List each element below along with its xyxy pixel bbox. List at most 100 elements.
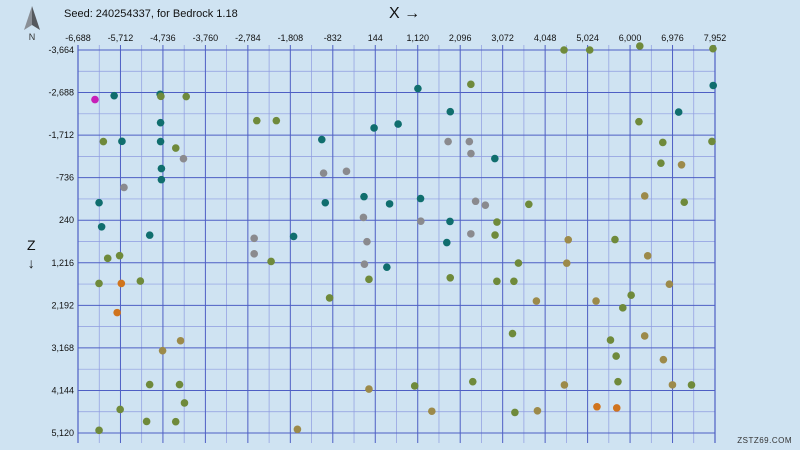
structure-marker-teal[interactable] xyxy=(383,263,391,271)
structure-marker-teal[interactable] xyxy=(370,124,378,132)
structure-marker-teal[interactable] xyxy=(385,200,394,208)
structure-marker-olive[interactable] xyxy=(708,137,716,146)
structure-marker-tan[interactable] xyxy=(562,259,571,267)
structure-marker-olive[interactable] xyxy=(611,235,619,244)
structure-marker-olive[interactable] xyxy=(142,417,151,426)
structure-marker-olive[interactable] xyxy=(145,380,154,389)
structure-marker-olive[interactable] xyxy=(627,291,635,300)
structure-marker-olive[interactable] xyxy=(115,251,124,260)
structure-marker-gray[interactable] xyxy=(471,197,480,206)
structure-marker-olive[interactable] xyxy=(180,399,189,407)
structure-marker-olive[interactable] xyxy=(657,159,665,167)
structure-marker-teal[interactable] xyxy=(156,137,165,146)
structure-marker-teal[interactable] xyxy=(110,91,118,100)
structure-marker-teal[interactable] xyxy=(317,135,326,144)
structure-marker-olive[interactable] xyxy=(606,336,615,344)
structure-marker-gray[interactable] xyxy=(467,230,475,238)
structure-marker-teal[interactable] xyxy=(491,154,499,163)
structure-marker-gray[interactable] xyxy=(342,167,351,176)
structure-marker-tan[interactable] xyxy=(564,235,573,244)
structure-marker-tan[interactable] xyxy=(293,425,302,434)
structure-marker-tan[interactable] xyxy=(643,252,652,260)
structure-marker-olive[interactable] xyxy=(511,408,519,417)
structure-marker-tan[interactable] xyxy=(592,297,600,305)
structure-marker-orange[interactable] xyxy=(593,402,601,411)
structure-marker-gray[interactable] xyxy=(481,201,490,209)
structure-marker-olive[interactable] xyxy=(272,116,281,125)
structure-marker-gray[interactable] xyxy=(467,149,475,158)
structure-marker-olive[interactable] xyxy=(680,198,689,206)
structure-marker-orange[interactable] xyxy=(113,308,121,317)
structure-marker-olive[interactable] xyxy=(514,259,523,267)
structure-marker-tan[interactable] xyxy=(158,346,167,355)
structure-marker-teal[interactable] xyxy=(414,84,422,93)
structure-marker-magenta[interactable] xyxy=(91,95,99,104)
structure-marker-orange[interactable] xyxy=(612,404,621,412)
structure-marker-gray[interactable] xyxy=(179,154,188,163)
structure-marker-teal[interactable] xyxy=(157,164,166,173)
structure-marker-olive[interactable] xyxy=(116,405,124,414)
structure-marker-gray[interactable] xyxy=(319,169,328,177)
structure-marker-gray[interactable] xyxy=(417,217,425,226)
structure-marker-gray[interactable] xyxy=(360,260,369,268)
structure-marker-olive[interactable] xyxy=(95,426,103,435)
structure-marker-olive[interactable] xyxy=(267,257,275,266)
structure-marker-olive[interactable] xyxy=(182,92,191,101)
structure-marker-olive[interactable] xyxy=(635,117,643,126)
structure-marker-olive[interactable] xyxy=(687,381,696,389)
structure-marker-olive[interactable] xyxy=(103,254,112,263)
structure-marker-olive[interactable] xyxy=(491,231,499,239)
structure-marker-tan[interactable] xyxy=(665,280,674,289)
structure-marker-gray[interactable] xyxy=(359,213,368,222)
structure-marker-tan[interactable] xyxy=(560,381,569,389)
structure-marker-teal[interactable] xyxy=(709,81,718,90)
structure-marker-teal[interactable] xyxy=(321,198,330,207)
structure-marker-olive[interactable] xyxy=(171,417,180,426)
structure-marker-teal[interactable] xyxy=(95,198,103,207)
structure-marker-teal[interactable] xyxy=(97,222,106,231)
structure-marker-olive[interactable] xyxy=(468,377,477,386)
structure-marker-olive[interactable] xyxy=(585,46,594,54)
structure-marker-gray[interactable] xyxy=(363,237,371,246)
structure-marker-tan[interactable] xyxy=(176,336,185,345)
structure-marker-olive[interactable] xyxy=(510,277,518,286)
structure-marker-olive[interactable] xyxy=(493,218,501,226)
structure-marker-olive[interactable] xyxy=(157,92,165,101)
structure-marker-olive[interactable] xyxy=(252,116,261,125)
structure-marker-tan[interactable] xyxy=(640,192,649,200)
structure-marker-teal[interactable] xyxy=(446,217,454,226)
structure-marker-gray[interactable] xyxy=(444,137,452,146)
structure-marker-olive[interactable] xyxy=(619,304,627,312)
structure-marker-olive[interactable] xyxy=(614,377,622,386)
structure-marker-tan[interactable] xyxy=(677,161,686,169)
structure-marker-teal[interactable] xyxy=(157,175,166,184)
structure-marker-teal[interactable] xyxy=(360,192,368,201)
structure-marker-teal[interactable] xyxy=(442,238,451,247)
structure-marker-teal[interactable] xyxy=(156,118,165,127)
structure-marker-olive[interactable] xyxy=(175,380,184,389)
structure-marker-olive[interactable] xyxy=(410,382,419,390)
structure-marker-tan[interactable] xyxy=(668,381,677,389)
structure-marker-olive[interactable] xyxy=(658,138,667,147)
structure-marker-olive[interactable] xyxy=(709,44,717,53)
structure-marker-olive[interactable] xyxy=(171,144,180,152)
structure-marker-gray[interactable] xyxy=(465,137,474,146)
structure-marker-olive[interactable] xyxy=(325,294,334,302)
structure-marker-olive[interactable] xyxy=(525,200,533,209)
structure-marker-teal[interactable] xyxy=(289,232,298,241)
structure-marker-teal[interactable] xyxy=(674,108,683,116)
structure-marker-teal[interactable] xyxy=(416,194,425,203)
structure-marker-tan[interactable] xyxy=(533,407,542,415)
structure-marker-tan[interactable] xyxy=(532,297,541,305)
structure-marker-gray[interactable] xyxy=(120,183,128,192)
structure-marker-olive[interactable] xyxy=(612,352,620,360)
structure-marker-tan[interactable] xyxy=(640,332,649,340)
structure-marker-olive[interactable] xyxy=(136,277,145,285)
structure-marker-olive[interactable] xyxy=(493,277,501,286)
structure-marker-tan[interactable] xyxy=(365,385,373,393)
structure-marker-gray[interactable] xyxy=(250,249,258,258)
structure-marker-orange[interactable] xyxy=(117,279,126,288)
structure-marker-olive[interactable] xyxy=(467,80,475,89)
structure-marker-teal[interactable] xyxy=(145,231,154,239)
